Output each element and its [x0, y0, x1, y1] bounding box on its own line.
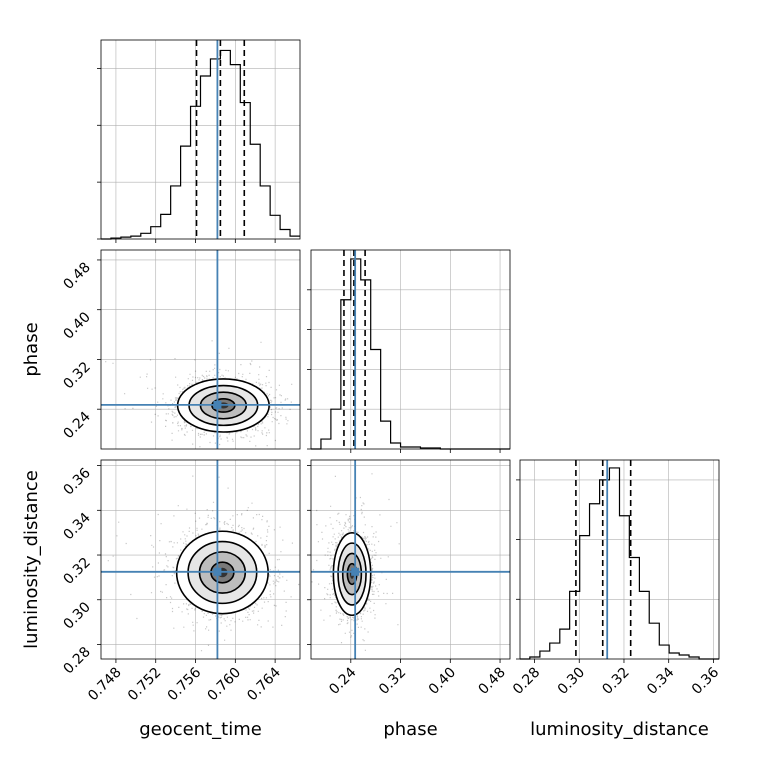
density-panel-geocent_time-phase — [100, 249, 301, 450]
panel-frame — [100, 459, 301, 660]
histogram-step-geocent_time — [101, 49, 300, 240]
density-panel-inner — [101, 460, 300, 659]
histogram-panel-geocent_time — [97, 39, 301, 240]
panel-frame — [310, 459, 511, 660]
truth-marker — [213, 567, 222, 576]
x-tick-label: 0.28 — [510, 665, 543, 698]
x-tick-label: 0.764 — [244, 664, 284, 704]
x-tick-label: 0.40 — [426, 665, 459, 698]
density-panel-geocent_time-luminosity_distance — [100, 459, 301, 660]
axes: 0.748 0.752 0.756 0.760 0.764 geocent_time 0.2… — [21, 239, 722, 740]
y-tick-label: 0.24 — [60, 409, 93, 442]
contour-line — [332, 532, 372, 617]
density-panel-inner — [311, 460, 510, 659]
histogram-step-luminosity_distance — [520, 467, 719, 660]
x-tick-label: 0.24 — [326, 664, 359, 697]
y-tick-label: 0.32 — [60, 359, 93, 392]
x-tick-label: 0.752 — [125, 665, 165, 705]
x-tick-label: 0.32 — [599, 665, 632, 698]
y-tick-label: 0.40 — [60, 309, 93, 342]
x-axis-label: geocent_time — [139, 719, 262, 740]
x-tick-label: 0.36 — [689, 664, 722, 697]
density-panel-phase-luminosity_distance — [310, 459, 511, 660]
panel-frame — [519, 459, 720, 660]
density-panel-inner — [101, 250, 300, 449]
y-tick-label: 0.34 — [60, 510, 93, 543]
histogram-step-phase — [311, 258, 510, 450]
contour-line — [337, 542, 367, 606]
x-axis-label: luminosity_distance — [530, 719, 709, 740]
histogram-panel-phase — [307, 249, 511, 450]
x-tick-label: 0.760 — [204, 665, 244, 705]
y-tick-label: 0.30 — [60, 599, 93, 632]
panel-frame — [310, 249, 511, 450]
y-axis-label: phase — [21, 322, 42, 376]
y-axis-label: luminosity_distance — [21, 470, 42, 649]
contour-line — [341, 552, 363, 596]
x-tick-label: 0.32 — [376, 665, 409, 698]
y-tick-label: 0.36 — [60, 465, 93, 498]
truth-marker — [213, 400, 222, 409]
x-tick-label: 0.748 — [85, 665, 125, 705]
y-tick-label: 0.32 — [60, 555, 93, 588]
x-tick-label: 0.756 — [165, 664, 205, 704]
x-tick-label: 0.34 — [644, 664, 677, 697]
panel-frame — [100, 39, 301, 240]
panel-frame — [100, 249, 301, 450]
y-tick-label: 0.48 — [60, 259, 93, 292]
x-tick-label: 0.48 — [476, 665, 509, 698]
x-tick-label: 0.30 — [555, 665, 588, 698]
truth-marker — [351, 567, 360, 576]
y-tick-label: 0.28 — [60, 644, 93, 677]
histogram-panel-luminosity_distance — [516, 459, 720, 660]
x-axis-label: phase — [383, 719, 437, 740]
